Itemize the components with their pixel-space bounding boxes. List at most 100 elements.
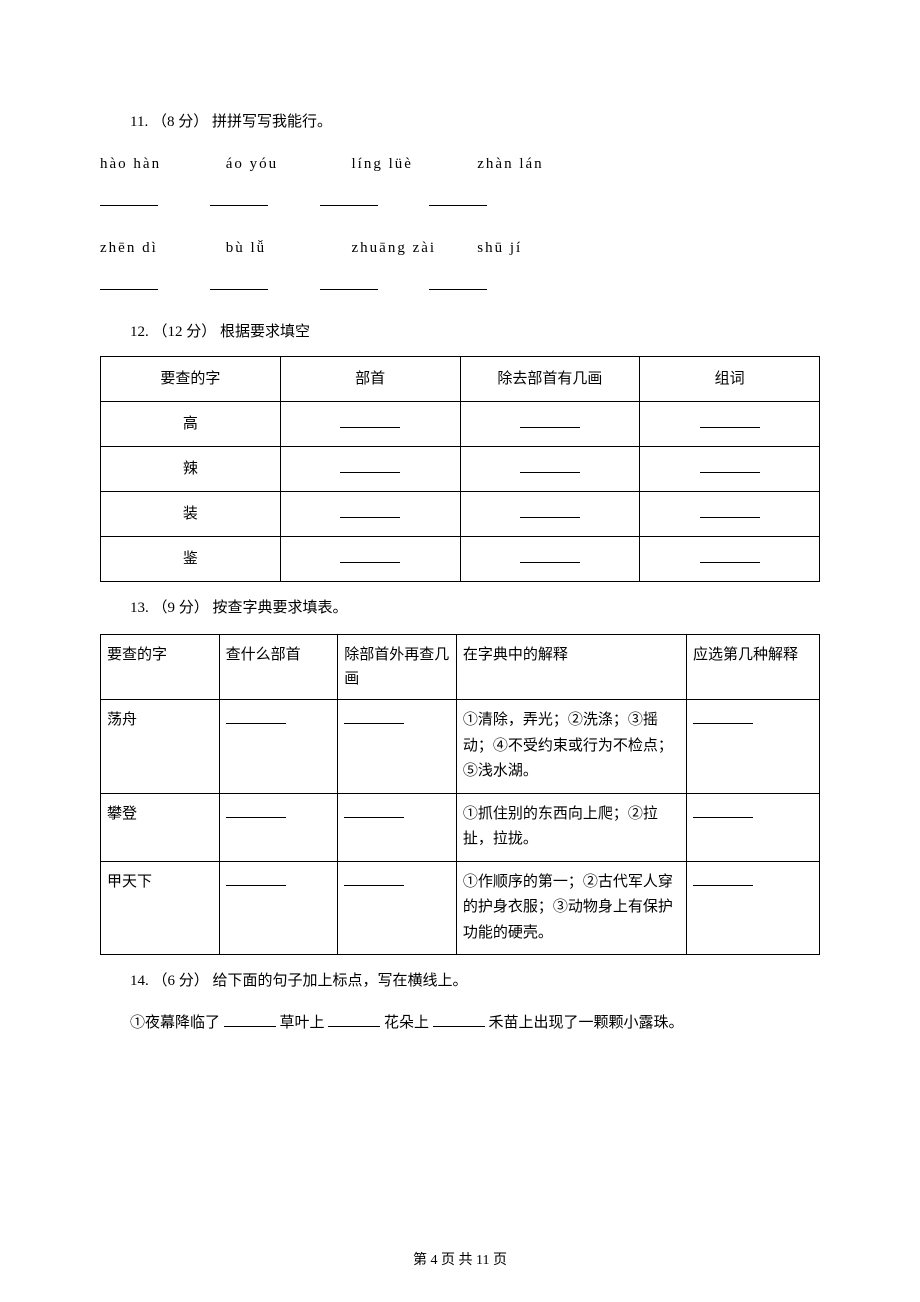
table-row: 辣 xyxy=(101,447,820,492)
sentence-part: 禾苗上出现了一颗颗小露珠。 xyxy=(489,1015,684,1031)
pinyin: líng lüè xyxy=(352,152,472,176)
table-row: 装 xyxy=(101,492,820,537)
definition-cell: ①作顺序的第一；②古代军人穿的护身衣服；③动物身上有保护功能的硬壳。 xyxy=(456,861,686,955)
pinyin: bù lǚ xyxy=(226,236,346,260)
answer-blank[interactable] xyxy=(210,274,268,290)
sentence-part: ①夜幕降临了 xyxy=(130,1015,224,1031)
q13-table: 要查的字 查什么部首 除部首外再查几画 在字典中的解释 应选第几种解释 荡舟 ①… xyxy=(100,634,820,955)
answer-blank[interactable] xyxy=(226,710,286,725)
lookup-char: 辣 xyxy=(101,447,281,492)
answer-blank[interactable] xyxy=(226,803,286,818)
page-footer: 第 4 页 共 11 页 xyxy=(0,1250,920,1272)
answer-blank[interactable] xyxy=(693,710,753,725)
question-11-heading: 11. （8 分） 拼拼写写我能行。 xyxy=(100,110,820,134)
col-header: 要查的字 xyxy=(101,357,281,402)
q12-table: 要查的字 部首 除去部首有几画 组词 高 辣 装 xyxy=(100,356,820,582)
lookup-word: 攀登 xyxy=(101,793,220,861)
q11-title: 拼拼写写我能行。 xyxy=(212,114,332,130)
question-11: 11. （8 分） 拼拼写写我能行。 hào hàn áo yóu líng l… xyxy=(100,110,820,298)
answer-blank[interactable] xyxy=(520,459,580,474)
definition-cell: ①抓住别的东西向上爬；②拉扯，拉拢。 xyxy=(456,793,686,861)
answer-blank[interactable] xyxy=(700,549,760,564)
col-header: 组词 xyxy=(640,357,820,402)
pinyin: shū jí xyxy=(477,236,522,260)
answer-blank[interactable] xyxy=(700,459,760,474)
answer-blank[interactable] xyxy=(340,459,400,474)
answer-blank[interactable] xyxy=(429,274,487,290)
sentence-part: 花朵上 xyxy=(384,1015,433,1031)
question-12: 12. （12 分） 根据要求填空 要查的字 部首 除去部首有几画 组词 高 辣 xyxy=(100,320,820,582)
col-header: 查什么部首 xyxy=(219,635,338,700)
col-header: 除去部首有几画 xyxy=(460,357,640,402)
table-row: 荡舟 ①清除，弄光；②洗涤；③摇动；④不受约束或行为不检点；⑤浅水湖。 xyxy=(101,700,820,794)
q14-line-1: ①夜幕降临了 草叶上 花朵上 禾苗上出现了一颗颗小露珠。 xyxy=(100,1011,820,1035)
col-header: 应选第几种解释 xyxy=(686,635,819,700)
question-14-heading: 14. （6 分） 给下面的句子加上标点，写在横线上。 xyxy=(100,969,820,993)
answer-blank[interactable] xyxy=(693,871,753,886)
q12-points: （12 分） xyxy=(153,324,217,340)
q13-number: 13. xyxy=(130,600,149,616)
q13-points: （9 分） xyxy=(153,600,209,616)
answer-blank[interactable] xyxy=(340,414,400,429)
answer-blank[interactable] xyxy=(210,190,268,206)
pinyin: zhàn lán xyxy=(477,152,543,176)
sentence-part: 草叶上 xyxy=(280,1015,329,1031)
answer-blank[interactable] xyxy=(224,1011,276,1027)
q14-points: （6 分） xyxy=(153,973,209,989)
answer-blank[interactable] xyxy=(320,274,378,290)
pinyin: zhēn dì xyxy=(100,236,220,260)
answer-blank[interactable] xyxy=(320,190,378,206)
q11-pinyin-row-1: hào hàn áo yóu líng lüè zhàn lán xyxy=(100,152,820,176)
pinyin: zhuāng zài xyxy=(352,236,472,260)
definition-cell: ①清除，弄光；②洗涤；③摇动；④不受约束或行为不检点；⑤浅水湖。 xyxy=(456,700,686,794)
answer-blank[interactable] xyxy=(429,190,487,206)
lookup-char: 鉴 xyxy=(101,537,281,582)
question-13-heading: 13. （9 分） 按查字典要求填表。 xyxy=(100,596,820,620)
answer-blank[interactable] xyxy=(700,414,760,429)
page: 11. （8 分） 拼拼写写我能行。 hào hàn áo yóu líng l… xyxy=(0,0,920,1302)
table-header-row: 要查的字 查什么部首 除部首外再查几画 在字典中的解释 应选第几种解释 xyxy=(101,635,820,700)
answer-blank[interactable] xyxy=(693,803,753,818)
q12-title: 根据要求填空 xyxy=(220,324,310,340)
answer-blank[interactable] xyxy=(433,1011,485,1027)
q11-number: 11. xyxy=(130,114,148,130)
q11-blank-row-2 xyxy=(100,274,820,298)
q11-pinyin-row-2: zhēn dì bù lǚ zhuāng zài shū jí xyxy=(100,236,820,260)
answer-blank[interactable] xyxy=(520,504,580,519)
table-row: 甲天下 ①作顺序的第一；②古代军人穿的护身衣服；③动物身上有保护功能的硬壳。 xyxy=(101,861,820,955)
col-header: 除部首外再查几画 xyxy=(338,635,457,700)
lookup-word: 甲天下 xyxy=(101,861,220,955)
table-header-row: 要查的字 部首 除去部首有几画 组词 xyxy=(101,357,820,402)
lookup-char: 高 xyxy=(101,402,281,447)
q13-title: 按查字典要求填表。 xyxy=(213,600,348,616)
q11-points: （8 分） xyxy=(152,114,208,130)
pinyin: hào hàn xyxy=(100,152,220,176)
answer-blank[interactable] xyxy=(344,710,404,725)
lookup-char: 装 xyxy=(101,492,281,537)
q11-blank-row-1 xyxy=(100,190,820,214)
q14-number: 14. xyxy=(130,973,149,989)
table-row: 攀登 ①抓住别的东西向上爬；②拉扯，拉拢。 xyxy=(101,793,820,861)
pinyin: áo yóu xyxy=(226,152,346,176)
answer-blank[interactable] xyxy=(100,274,158,290)
answer-blank[interactable] xyxy=(520,414,580,429)
q14-title: 给下面的句子加上标点，写在横线上。 xyxy=(213,973,468,989)
answer-blank[interactable] xyxy=(226,871,286,886)
table-row: 鉴 xyxy=(101,537,820,582)
answer-blank[interactable] xyxy=(340,549,400,564)
answer-blank[interactable] xyxy=(520,549,580,564)
question-13: 13. （9 分） 按查字典要求填表。 要查的字 查什么部首 除部首外再查几画 … xyxy=(100,596,820,955)
q12-number: 12. xyxy=(130,324,149,340)
question-12-heading: 12. （12 分） 根据要求填空 xyxy=(100,320,820,344)
answer-blank[interactable] xyxy=(328,1011,380,1027)
answer-blank[interactable] xyxy=(340,504,400,519)
table-row: 高 xyxy=(101,402,820,447)
answer-blank[interactable] xyxy=(344,871,404,886)
col-header: 部首 xyxy=(280,357,460,402)
col-header: 在字典中的解释 xyxy=(456,635,686,700)
answer-blank[interactable] xyxy=(700,504,760,519)
question-14: 14. （6 分） 给下面的句子加上标点，写在横线上。 ①夜幕降临了 草叶上 花… xyxy=(100,969,820,1035)
lookup-word: 荡舟 xyxy=(101,700,220,794)
answer-blank[interactable] xyxy=(344,803,404,818)
answer-blank[interactable] xyxy=(100,190,158,206)
